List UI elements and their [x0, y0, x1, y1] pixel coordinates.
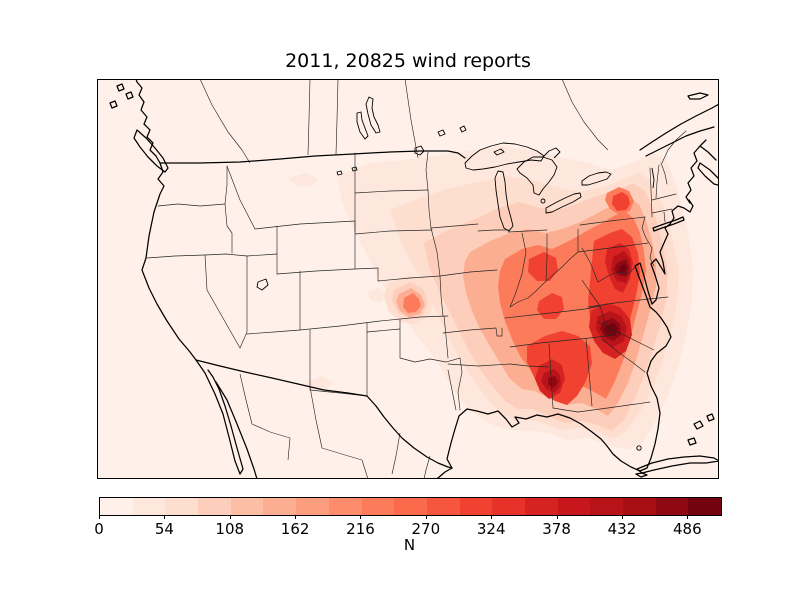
colorbar-tick [360, 515, 362, 519]
contour-bands [97, 79, 719, 479]
state-borders [146, 130, 687, 413]
colorbar-tick-label: 54 [154, 520, 174, 538]
figure-title: 2011, 20825 wind reports [285, 50, 531, 72]
colorbar-tick-label: 108 [215, 520, 245, 538]
colorbar-segment [165, 498, 199, 515]
colorbar-axis-label: N [403, 536, 416, 554]
colorbar-tick [99, 515, 100, 519]
colorbar-tick [164, 515, 166, 519]
colorbar-tick-label: 378 [542, 520, 571, 538]
colorbar-tick-label: 486 [672, 520, 702, 538]
colorbar-tick-label: 324 [476, 520, 506, 538]
colorbar-tick-label: 270 [411, 520, 441, 538]
colorbar-segment [230, 498, 264, 515]
coastline [109, 78, 723, 480]
colorbar-tick-label: 432 [607, 520, 637, 538]
colorbar-segment [198, 498, 231, 515]
colorbar-segment [623, 498, 656, 515]
colorbar-segment [361, 498, 395, 515]
colorbar-tick [556, 515, 558, 519]
colorbar-segment [100, 498, 133, 515]
colorbar-segment [492, 498, 525, 515]
colorbar-segment [394, 498, 427, 515]
colorbar-ticks: 0 54 108 162 216 270 324 378 432 486 [94, 515, 720, 555]
colorbar-segment [557, 498, 591, 515]
colorbar-tick [295, 515, 297, 519]
colorbar-segment [132, 498, 166, 515]
map-frame [97, 79, 719, 479]
great-lakes [464, 142, 655, 232]
colorbar-tick-label: 216 [346, 520, 375, 538]
colorbar-segment [426, 498, 460, 515]
colorbar-segment [655, 498, 689, 515]
colorbar-tick [621, 515, 623, 519]
colorbar-segment [688, 498, 722, 515]
country-internal-borders [199, 78, 609, 480]
colorbar-segment [524, 498, 558, 515]
colorbar-segment [459, 498, 493, 515]
colorbar-tick [491, 515, 493, 519]
colorbar-segment [328, 498, 362, 515]
colorbar [99, 497, 722, 516]
colorbar-tick-label: 162 [280, 520, 310, 538]
colorbar-tick-label: 0 [94, 520, 104, 538]
colorbar-tick [425, 515, 427, 519]
colorbar-segment [263, 498, 297, 515]
colorbar-tick [229, 515, 231, 519]
colorbar-segment [296, 498, 329, 515]
canada-mexico-lakes [256, 96, 642, 451]
colorbar-tick [687, 515, 689, 519]
map-canvas [97, 78, 723, 480]
colorbar-segment [590, 498, 623, 515]
